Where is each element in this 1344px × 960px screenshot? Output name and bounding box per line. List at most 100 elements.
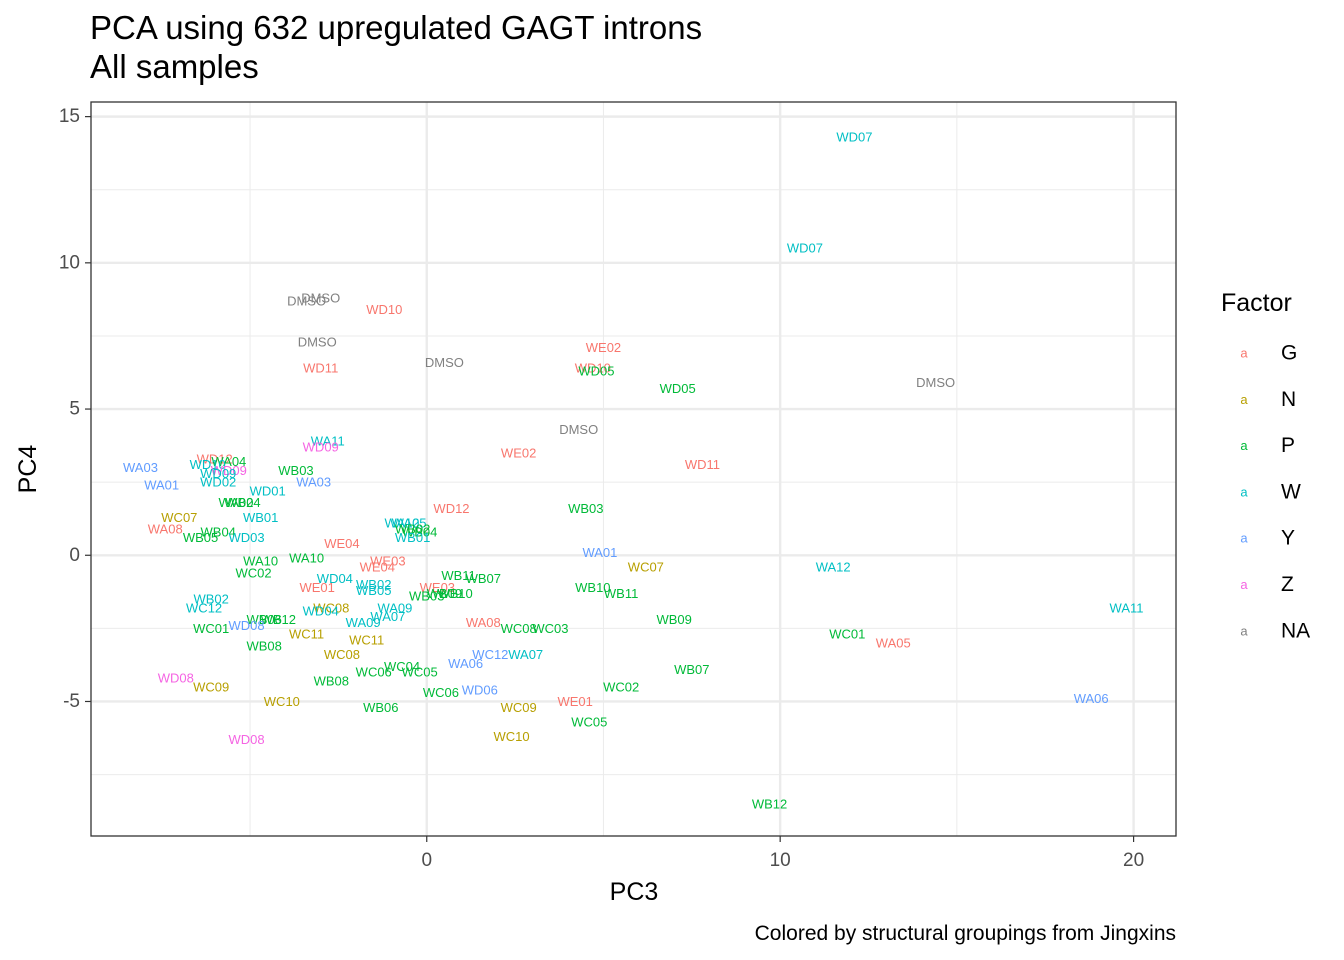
- y-tick-label: 5: [69, 399, 80, 420]
- point-label-dmso: DMSO: [916, 375, 955, 390]
- point-label-wa11: WA11: [311, 434, 345, 449]
- axes: 0 10 20 -5 0 5 10 15: [59, 101, 1177, 871]
- point-label-wa06: WA06: [1074, 691, 1109, 706]
- point-label-wa07: WA07: [370, 609, 405, 624]
- point-label-wc04: WC04: [384, 659, 420, 674]
- point-label-wa06: WA06: [448, 656, 483, 671]
- y-tick-label: 0: [69, 545, 80, 566]
- point-label-wa07: WA07: [508, 647, 543, 662]
- point-label-we02: WE02: [586, 340, 621, 355]
- point-label-wb01: WB01: [395, 530, 430, 545]
- point-label-wc11: WC11: [349, 633, 384, 648]
- point-label-wb09: WB09: [427, 586, 462, 601]
- point-label-wb07: WB07: [674, 662, 709, 677]
- point-label-wa12: WA12: [385, 516, 420, 531]
- point-label-wd08: WD08: [228, 732, 264, 747]
- plot-panel: [91, 102, 1176, 836]
- point-label-wb05: WB05: [356, 583, 391, 598]
- x-axis-title: PC3: [610, 878, 659, 906]
- point-label-wa05: WA05: [876, 635, 911, 650]
- point-label-wc06: WC06: [356, 665, 392, 680]
- legend-label-na: NA: [1281, 619, 1310, 642]
- legend-title: Factor: [1221, 289, 1292, 317]
- point-label-wd04: WD04: [303, 603, 339, 618]
- point-label-wa02: WA02: [218, 495, 253, 510]
- point-label-wd12: WD12: [433, 501, 469, 516]
- point-label-wc02: WC02: [236, 565, 272, 580]
- point-label-wb06: WB06: [246, 612, 281, 627]
- panel-border: [90, 101, 1177, 837]
- point-label-wd11: WD11: [685, 457, 720, 472]
- point-label-wb12: WB12: [261, 612, 296, 627]
- legend-key: a: [1240, 392, 1248, 407]
- point-label-wd08: WD08: [228, 618, 264, 633]
- point-label-wd08: WD08: [158, 671, 194, 686]
- x-tick-label: 10: [770, 850, 791, 871]
- point-label-wa08: WA08: [466, 615, 501, 630]
- point-label-wb07: WB07: [466, 571, 501, 586]
- point-label-wb09: WB09: [656, 612, 691, 627]
- y-tick-label: 15: [59, 106, 80, 127]
- legend-key: a: [1240, 346, 1248, 361]
- point-label-we01: WE01: [299, 580, 334, 595]
- point-label-wa01: WA01: [582, 545, 617, 560]
- point-label-wb04: WB04: [402, 524, 437, 539]
- point-label-wd11: WD11: [303, 361, 338, 376]
- panel-background: [91, 102, 1176, 836]
- point-label-wc08: WC08: [501, 621, 537, 636]
- point-label-wb03: WB03: [568, 501, 603, 516]
- point-label-wc05: WC05: [402, 665, 438, 680]
- chart-title: PCA using 632 upregulated GAGT introns: [90, 9, 703, 46]
- point-label-wd10: WD10: [190, 457, 226, 472]
- point-label-wc03: WC03: [532, 621, 568, 636]
- chart-subtitle: All samples: [90, 48, 259, 85]
- point-label-wc05: WC05: [571, 714, 607, 729]
- point-label-we03: WE03: [370, 554, 405, 569]
- legend-label-z: Z: [1281, 573, 1294, 596]
- x-tick-label: 0: [421, 850, 432, 871]
- point-label-wb11: WB11: [441, 568, 475, 583]
- point-label-wc09: WC09: [193, 679, 229, 694]
- legend-label-p: P: [1281, 434, 1295, 457]
- point-label-wa01: WA01: [144, 478, 179, 493]
- point-label-we03: WE03: [420, 580, 455, 595]
- point-label-wc08: WC08: [324, 647, 360, 662]
- point-label-wa05: WA05: [392, 516, 427, 531]
- point-label-wa12: WA12: [816, 559, 851, 574]
- point-label-wb08: WB08: [314, 674, 349, 689]
- point-label-wc07: WC07: [161, 510, 197, 525]
- point-label-wc09: WC09: [501, 700, 537, 715]
- legend-key: a: [1240, 438, 1248, 453]
- point-label-we04: WE04: [360, 559, 395, 574]
- point-label-wc08: WC08: [313, 600, 349, 615]
- legend-label-w: W: [1281, 480, 1301, 503]
- point-label-wd09: WD09: [200, 466, 236, 481]
- point-label-wc10: WC10: [264, 694, 300, 709]
- legend-label-n: N: [1281, 388, 1296, 411]
- point-label-wd09: WD09: [303, 440, 339, 455]
- point-label-wb04: WB04: [225, 495, 260, 510]
- legend-key: a: [1240, 577, 1248, 592]
- point-label-dmso: DMSO: [287, 293, 326, 308]
- point-label-wd04: WD04: [317, 571, 353, 586]
- point-label-wc12: WC12: [472, 647, 508, 662]
- point-label-wd09: WD09: [211, 463, 247, 478]
- point-label-dmso: DMSO: [298, 334, 337, 349]
- point-label-wa11: WA11: [1110, 600, 1144, 615]
- legend: Factor a Ga Na Pa Wa Ya Za NA: [1221, 289, 1310, 642]
- point-label-wc12: WC12: [186, 600, 222, 615]
- chart-caption: Colored by structural groupings from Jin…: [755, 922, 1176, 945]
- y-tick-label: 10: [59, 252, 80, 273]
- point-label-wb03: WB03: [409, 589, 444, 604]
- point-label-wd07: WD07: [836, 130, 872, 145]
- point-label-wd02: WD02: [200, 475, 236, 490]
- point-label-wa04: WA04: [211, 454, 246, 469]
- point-label-wa09: WA09: [377, 600, 412, 615]
- point-label-we01: WE01: [557, 694, 592, 709]
- point-label-wb10: WB10: [575, 580, 610, 595]
- point-label-wc10: WC10: [494, 729, 530, 744]
- point-label-wb01: WB01: [243, 510, 278, 525]
- legend-label-y: Y: [1281, 527, 1295, 550]
- y-axis-title: PC4: [14, 445, 42, 494]
- point-label-wc01: WC01: [829, 627, 865, 642]
